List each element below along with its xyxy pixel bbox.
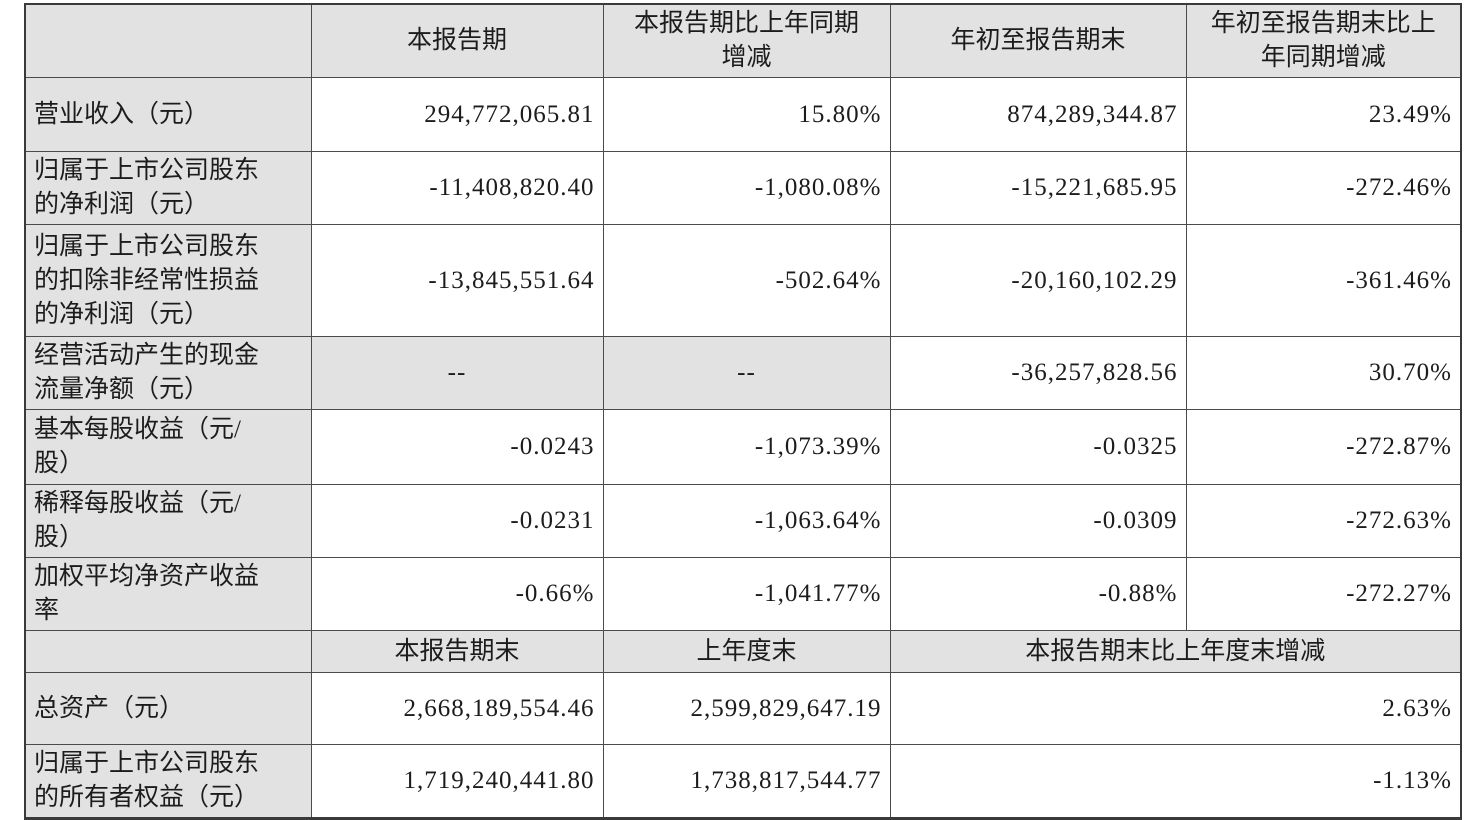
column-header-prior-year-end: 上年度末 [602, 630, 891, 673]
cell-value: 23.49% [1185, 77, 1462, 152]
table-row-revenue: 营业收入（元） 294,772,065.81 15.80% 874,289,34… [24, 77, 1462, 152]
column-header-yoy-change: 本报告期比上年同期 增减 [602, 3, 891, 78]
cell-value: 2,599,829,647.19 [602, 672, 891, 745]
table-row-net-profit-excl-nonrecurring: 归属于上市公司股东 的扣除非经常性损益 的净利润（元） -13,845,551.… [24, 224, 1462, 337]
header-row-period: 本报告期 本报告期比上年同期 增减 年初至报告期末 年初至报告期末比上 年同期增… [24, 3, 1462, 78]
cell-value: -1,073.39% [602, 409, 891, 485]
cell-value: -0.0243 [310, 409, 604, 485]
cell-value: -15,221,685.95 [889, 151, 1187, 225]
column-header-ytd: 年初至报告期末 [889, 3, 1187, 78]
column-header-current-period: 本报告期 [310, 3, 604, 78]
cell-value: -1,080.08% [602, 151, 891, 225]
table-row-operating-cash-flow: 经营活动产生的现金 流量净额（元） -- -- -36,257,828.56 3… [24, 336, 1462, 410]
row-label: 归属于上市公司股东 的扣除非经常性损益 的净利润（元） [24, 224, 312, 337]
cell-value: -502.64% [602, 224, 891, 337]
cell-value: -11,408,820.40 [310, 151, 604, 225]
cell-value: -361.46% [1185, 224, 1462, 337]
cell-value: 30.70% [1185, 336, 1462, 410]
cell-value: 2.63% [889, 672, 1462, 745]
table-row-basic-eps: 基本每股收益（元/ 股） -0.0243 -1,073.39% -0.0325 … [24, 409, 1462, 485]
cell-value: 1,719,240,441.80 [310, 744, 604, 819]
cell-value: 15.80% [602, 77, 891, 152]
cell-value: -272.63% [1185, 484, 1462, 558]
cell-value: -0.0309 [889, 484, 1187, 558]
column-header-period-end: 本报告期末 [310, 630, 604, 673]
cell-value: -272.46% [1185, 151, 1462, 225]
cell-value: -272.87% [1185, 409, 1462, 485]
row-label: 加权平均净资产收益 率 [24, 557, 312, 631]
row-label: 基本每股收益（元/ 股） [24, 409, 312, 485]
key-financials-table: 本报告期 本报告期比上年同期 增减 年初至报告期末 年初至报告期末比上 年同期增… [24, 3, 1462, 820]
row-label: 稀释每股收益（元/ 股） [24, 484, 312, 558]
cell-value-na: -- [602, 336, 891, 410]
table-row-net-profit: 归属于上市公司股东 的净利润（元） -11,408,820.40 -1,080.… [24, 151, 1462, 225]
column-header-period-end-change: 本报告期末比上年度末增减 [889, 630, 1462, 673]
corner-cell [24, 3, 312, 78]
cell-value: 294,772,065.81 [310, 77, 604, 152]
header-row-period-end: 本报告期末 上年度末 本报告期末比上年度末增减 [24, 630, 1462, 673]
financial-summary: 本报告期 本报告期比上年同期 增减 年初至报告期末 年初至报告期末比上 年同期增… [24, 3, 1462, 820]
cell-value: 874,289,344.87 [889, 77, 1187, 152]
table-row-total-assets: 总资产（元） 2,668,189,554.46 2,599,829,647.19… [24, 672, 1462, 745]
cell-value: -1.13% [889, 744, 1462, 819]
row-label: 经营活动产生的现金 流量净额（元） [24, 336, 312, 410]
row-label: 总资产（元） [24, 672, 312, 745]
cell-value: -20,160,102.29 [889, 224, 1187, 337]
cell-value: -13,845,551.64 [310, 224, 604, 337]
row-label: 营业收入（元） [24, 77, 312, 152]
table-row-owners-equity: 归属于上市公司股东 的所有者权益（元） 1,719,240,441.80 1,7… [24, 744, 1462, 819]
cell-value-na: -- [310, 336, 604, 410]
cell-value: 2,668,189,554.46 [310, 672, 604, 745]
column-header-ytd-yoy-change: 年初至报告期末比上 年同期增减 [1185, 3, 1462, 78]
cell-value: -0.66% [310, 557, 604, 631]
cell-value: 1,738,817,544.77 [602, 744, 891, 819]
cell-value: -272.27% [1185, 557, 1462, 631]
cell-value: -1,041.77% [602, 557, 891, 631]
cell-value: -0.88% [889, 557, 1187, 631]
table-row-diluted-eps: 稀释每股收益（元/ 股） -0.0231 -1,063.64% -0.0309 … [24, 484, 1462, 558]
row-label: 归属于上市公司股东 的所有者权益（元） [24, 744, 312, 819]
cell-value: -1,063.64% [602, 484, 891, 558]
corner-cell [24, 630, 312, 673]
cell-value: -0.0325 [889, 409, 1187, 485]
cell-value: -36,257,828.56 [889, 336, 1187, 410]
row-label: 归属于上市公司股东 的净利润（元） [24, 151, 312, 225]
cell-value: -0.0231 [310, 484, 604, 558]
table-row-weighted-avg-roe: 加权平均净资产收益 率 -0.66% -1,041.77% -0.88% -27… [24, 557, 1462, 631]
